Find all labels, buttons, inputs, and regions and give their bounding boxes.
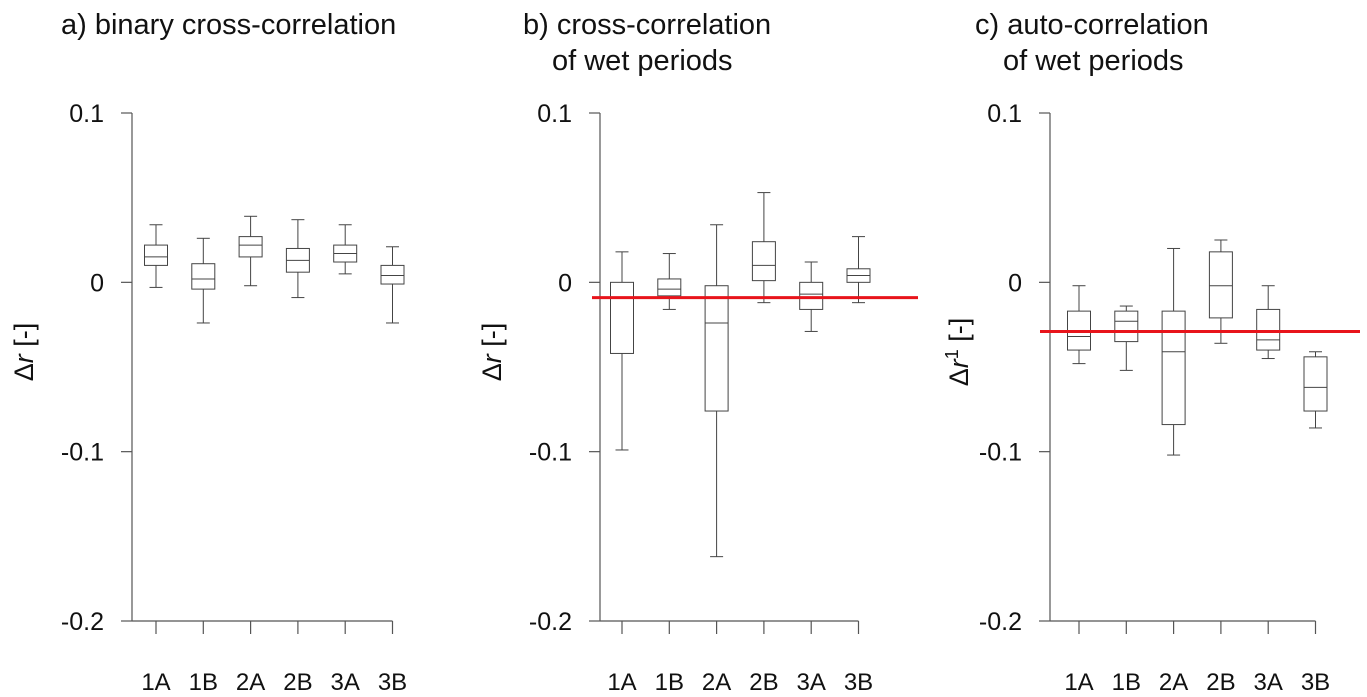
panel-b: b) cross-correlation of wet periods Δr [… [477, 9, 918, 696]
panel-a-plot: 0.1 0 -0.1 -0.2 1A 1B 2A 2B 3A 3B [61, 100, 407, 696]
iqr-box [1161, 310, 1186, 426]
panel-c-y-axis-label: Δr1 [-] [942, 318, 974, 387]
iqr-box [1256, 308, 1281, 351]
x-tick-label: 1B [655, 669, 684, 696]
iqr-box [191, 263, 216, 290]
iqr-box [704, 285, 729, 412]
y-tick-label: 0 [90, 269, 104, 297]
x-tick-label: 3B [378, 669, 407, 696]
x-tick-label: 1A [1064, 669, 1093, 696]
iqr-box [1303, 356, 1328, 412]
box-1A [610, 251, 634, 451]
box-3A [799, 261, 824, 332]
box-2A [704, 224, 729, 558]
y-tick-label: -0.2 [61, 608, 104, 636]
x-tick-label: 3A [797, 669, 826, 696]
y-tick-label: -0.2 [529, 608, 572, 636]
box-3A [1256, 285, 1281, 360]
box-3B [846, 236, 871, 304]
x-tick-label: 2A [1159, 669, 1188, 696]
y-tick-label: -0.1 [529, 439, 572, 467]
box-1B [1114, 305, 1139, 371]
iqr-box [380, 264, 405, 285]
y-tick-label: 0.1 [537, 100, 572, 128]
box-3A [333, 224, 358, 275]
x-tick-label: 3B [844, 669, 873, 696]
box-2B [285, 219, 310, 299]
box-2A [1161, 247, 1186, 456]
iqr-box [1114, 310, 1139, 343]
iqr-box [799, 281, 824, 310]
x-tick-label: 1B [189, 669, 218, 696]
panel-a-y-axis-label: Δr [-] [9, 323, 39, 382]
panel-a-title: a) binary cross-correlation [61, 9, 396, 41]
y-tick-label: -0.2 [979, 608, 1022, 636]
panel-c: c) auto-correlation of wet periods Δr1 [… [942, 9, 1360, 696]
panel-a: a) binary cross-correlation Δr [-] 0.1 0 -… [9, 9, 407, 696]
x-tick-label: 1B [1112, 669, 1141, 696]
iqr-box [1208, 251, 1233, 319]
x-tick-label: 2B [283, 669, 312, 696]
iqr-box [238, 236, 263, 258]
panel-c-title: c) auto-correlation [975, 9, 1209, 41]
panel-b-title: b) cross-correlation [523, 9, 771, 41]
x-tick-label: 3A [331, 669, 360, 696]
y-tick-label: 0 [558, 269, 572, 297]
panel-b-y-axis-label: Δr [-] [477, 323, 507, 382]
box-2A [238, 215, 263, 287]
y-tick-label: 0.1 [69, 100, 104, 128]
panel-b-title-line2: of wet periods [552, 45, 733, 77]
x-tick-label: 2A [236, 669, 265, 696]
box-1A [144, 224, 168, 288]
box-1B [191, 237, 216, 324]
y-tick-label: -0.1 [979, 439, 1022, 467]
x-tick-label: 1A [607, 669, 636, 696]
box-3B [1303, 351, 1328, 429]
x-tick-label: 3B [1301, 669, 1330, 696]
panel-b-plot: 0.1 0 -0.1 -0.2 1A 1B 2A 2B 3A 3B [529, 100, 918, 696]
box-3B [380, 246, 405, 324]
box-2B [1208, 239, 1233, 344]
box-1B [657, 253, 682, 310]
y-tick-label: 0.1 [987, 100, 1022, 128]
iqr-box [657, 278, 682, 297]
y-tick-label: -0.1 [61, 439, 104, 467]
box-1A [1067, 285, 1091, 365]
x-tick-label: 2B [749, 669, 778, 696]
y-tick-label: 0 [1008, 269, 1022, 297]
x-tick-label: 1A [141, 669, 170, 696]
iqr-box [751, 241, 776, 282]
x-tick-label: 3A [1254, 669, 1283, 696]
box-2B [751, 192, 776, 304]
x-tick-label: 2A [702, 669, 731, 696]
x-tick-label: 2B [1206, 669, 1235, 696]
panel-c-plot: 0.1 0 -0.1 -0.2 1A 1B 2A 2B 3A 3B [979, 100, 1360, 696]
iqr-box [144, 244, 168, 266]
panel-c-title-line2: of wet periods [1003, 45, 1184, 77]
iqr-box [610, 281, 634, 354]
